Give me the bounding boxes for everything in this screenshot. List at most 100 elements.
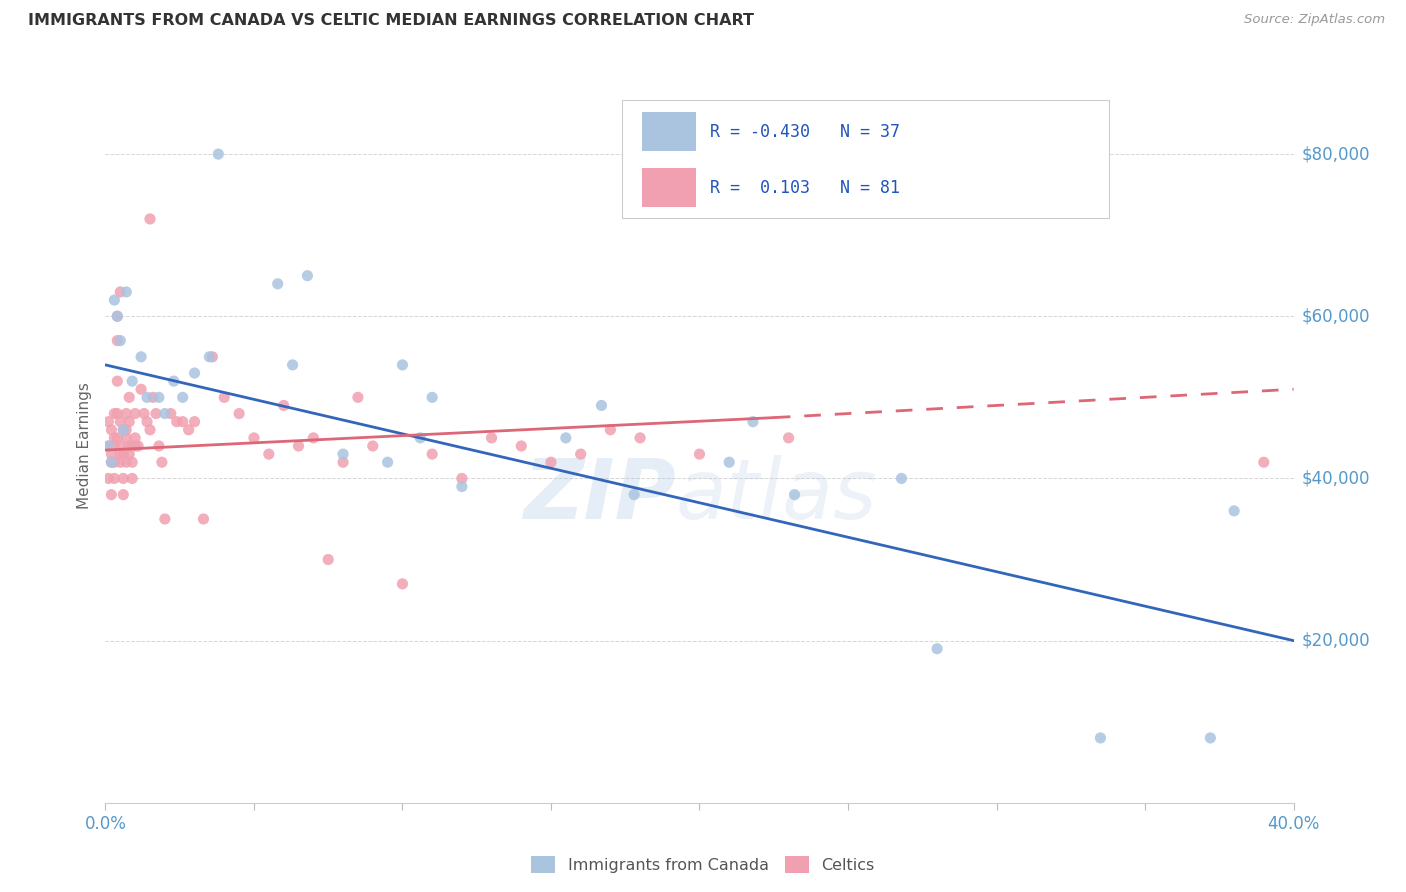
Point (193, 512, 215, 526)
Point (136, 390, 159, 404)
Point (105, 431, 128, 445)
Point (890, 471, 912, 485)
Point (110, 415, 132, 429)
Point (1223, 504, 1246, 518)
Point (139, 423, 162, 437)
Point (105, 310, 128, 324)
Point (377, 455, 399, 469)
Point (118, 415, 141, 429)
Legend: Immigrants from Canada, Celtics: Immigrants from Canada, Celtics (524, 849, 882, 880)
Text: $40,000: $40,000 (1302, 469, 1371, 487)
Text: $20,000: $20,000 (1302, 632, 1371, 649)
Point (105, 407, 128, 421)
Point (201, 350, 224, 364)
Point (163, 374, 186, 388)
Point (142, 390, 165, 404)
Point (100, 488, 122, 502)
Point (166, 415, 188, 429)
Point (742, 415, 765, 429)
Point (628, 431, 651, 445)
Point (554, 431, 576, 445)
Point (361, 439, 384, 453)
Point (115, 285, 138, 299)
Point (228, 407, 250, 421)
Point (110, 447, 132, 461)
Text: R = -0.430   N = 37: R = -0.430 N = 37 (710, 123, 900, 141)
Point (100, 447, 122, 461)
Point (1199, 731, 1222, 745)
Point (127, 439, 149, 453)
Point (273, 399, 295, 413)
Point (783, 488, 806, 502)
Point (540, 455, 562, 469)
Point (112, 488, 135, 502)
Point (115, 407, 138, 421)
Point (103, 455, 125, 469)
Point (124, 407, 146, 421)
Point (569, 447, 592, 461)
FancyBboxPatch shape (643, 112, 696, 152)
Point (599, 423, 621, 437)
Point (115, 423, 138, 437)
Point (112, 423, 135, 437)
Point (159, 407, 181, 421)
Point (510, 439, 533, 453)
Point (1090, 731, 1112, 745)
Point (198, 350, 221, 364)
Point (100, 455, 122, 469)
Point (281, 358, 304, 372)
Point (105, 374, 128, 388)
Point (623, 488, 645, 502)
Point (136, 415, 159, 429)
Point (172, 415, 194, 429)
Point (148, 390, 170, 404)
Point (332, 455, 354, 469)
Point (103, 439, 125, 453)
Point (207, 147, 229, 161)
Text: R =  0.103   N = 81: R = 0.103 N = 81 (710, 178, 900, 196)
Point (214, 390, 236, 404)
Point (420, 447, 443, 461)
FancyBboxPatch shape (623, 100, 1109, 218)
Point (103, 293, 125, 307)
Point (718, 455, 741, 469)
Text: $60,000: $60,000 (1302, 307, 1371, 326)
Point (1253, 455, 1275, 469)
Point (121, 455, 143, 469)
Text: Source: ZipAtlas.com: Source: ZipAtlas.com (1244, 13, 1385, 27)
Point (118, 390, 141, 404)
Point (129, 350, 152, 364)
Point (112, 471, 135, 485)
Point (121, 374, 143, 388)
Point (121, 439, 143, 453)
Point (689, 447, 711, 461)
Point (124, 439, 146, 453)
Point (257, 447, 280, 461)
Point (778, 431, 800, 445)
Point (124, 431, 146, 445)
Y-axis label: Median Earnings: Median Earnings (77, 383, 93, 509)
Point (481, 431, 503, 445)
Point (100, 423, 122, 437)
Point (450, 471, 472, 485)
Point (391, 577, 413, 591)
Text: $80,000: $80,000 (1302, 145, 1371, 163)
Point (316, 552, 339, 566)
Point (153, 512, 176, 526)
Point (110, 439, 132, 453)
Point (177, 423, 200, 437)
Point (153, 407, 176, 421)
Point (110, 285, 132, 299)
Point (103, 471, 125, 485)
FancyBboxPatch shape (643, 168, 696, 207)
Point (145, 407, 167, 421)
Point (129, 382, 152, 396)
Point (243, 431, 266, 445)
Point (100, 455, 122, 469)
Point (183, 415, 205, 429)
Point (420, 390, 443, 404)
Point (591, 399, 613, 413)
Point (110, 455, 132, 469)
Point (450, 479, 472, 493)
Point (332, 447, 354, 461)
